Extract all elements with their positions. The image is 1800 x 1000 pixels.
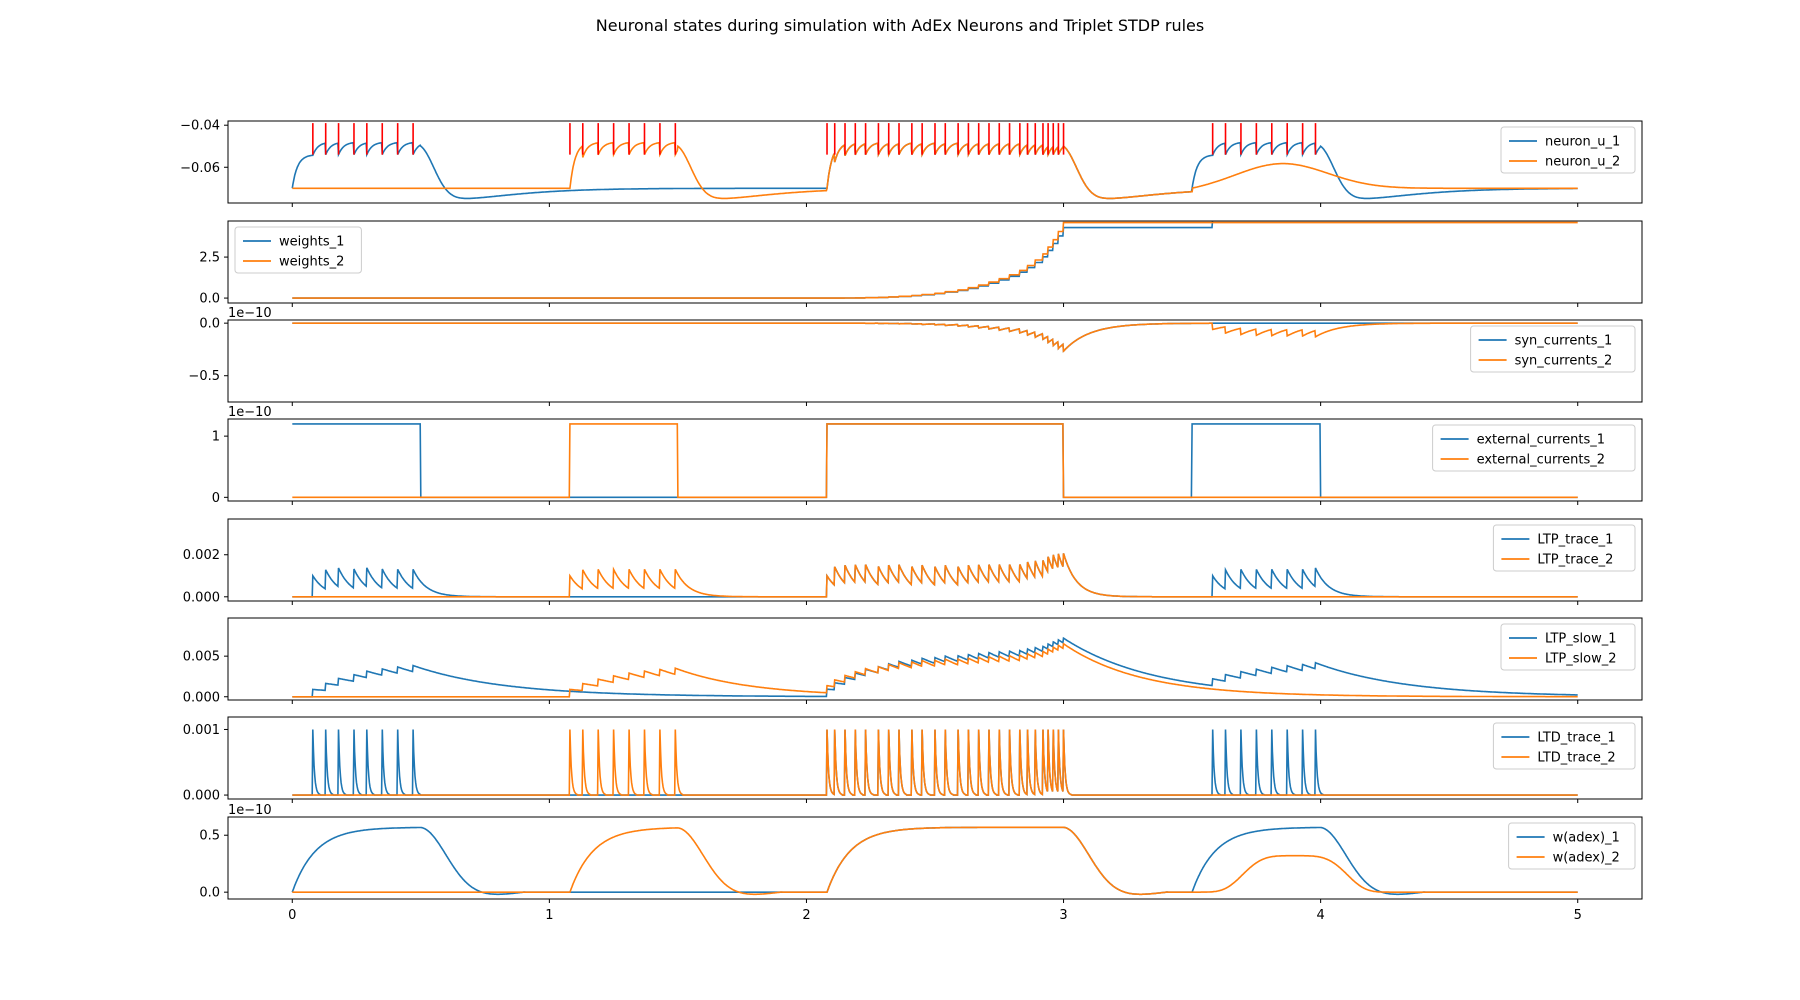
series-line-w(adex)_2 [292, 827, 1577, 894]
x-tick-label: 4 [1316, 908, 1324, 923]
legend-entry: external_currents_1 [1477, 433, 1605, 448]
series-line-LTP_slow_1 [292, 638, 1577, 697]
y-tick-label: 0 [212, 491, 220, 506]
series-line-weights_2 [292, 223, 1577, 299]
panel-neuron_u: −0.04 −0.06 neuron_u_1 neuron_u_2 [180, 119, 1642, 207]
y-tick-label: 0.005 [183, 650, 220, 665]
y-tick-label: 0.002 [183, 548, 220, 563]
series-line-w(adex)_1 [292, 827, 1577, 894]
legend-entry: LTP_slow_2 [1545, 652, 1616, 667]
y-offset-label: 1e−10 [228, 405, 272, 420]
x-tick-label: 3 [1059, 908, 1067, 923]
y-tick-label: 0.000 [183, 690, 220, 705]
y-tick-label: 0.000 [183, 590, 220, 605]
legend-entry: neuron_u_1 [1545, 135, 1620, 150]
axes-frame [228, 419, 1642, 501]
legend-entry: weights_1 [279, 235, 344, 250]
legend-neuron_u: neuron_u_1 neuron_u_2 [1501, 127, 1635, 173]
panel-LTD_trace: 0.001 0.000 LTD_trace_1 LTD_trace_2 [183, 717, 1642, 804]
axes-frame [228, 320, 1642, 402]
legend-LTP_slow: LTP_slow_1 LTP_slow_2 [1501, 624, 1635, 670]
y-tick-label: 1 [212, 430, 220, 445]
series-line-external_currents_2 [292, 424, 1577, 497]
panel-LTP_slow: 0.005 0.000 LTP_slow_1 LTP_slow_2 [183, 618, 1642, 705]
x-tick-label: 1 [545, 908, 553, 923]
series-line-syn_currents_1 [292, 323, 1577, 351]
legend-w_adex: w(adex)_1 w(adex)_2 [1509, 823, 1635, 869]
legend-entry: weights_2 [279, 255, 344, 270]
legend-entry: LTD_trace_2 [1537, 751, 1615, 766]
panel-weights: 2.5 0.0 weights_1 weights_2 [199, 132, 1642, 307]
series-line-external_currents_1 [292, 424, 1577, 497]
y-tick-label: 0.0 [199, 317, 220, 332]
y-tick-label: −0.5 [188, 369, 220, 384]
y-offset-label: 1e−10 [228, 803, 272, 818]
y-offset-label: 1e−10 [228, 306, 272, 321]
legend-entry: syn_currents_1 [1515, 334, 1613, 349]
axes-frame [228, 519, 1642, 601]
legend-LTP_trace: LTP_trace_1 LTP_trace_2 [1493, 525, 1635, 571]
x-tick-label: 0 [288, 908, 296, 923]
legend-entry: syn_currents_2 [1515, 354, 1613, 369]
series-line-weights_1 [292, 132, 1577, 298]
x-tick-label: 2 [802, 908, 810, 923]
panel-w_adex: 0.5 0.0 1e−10 0 1 2 3 4 5 w(adex)_1 w(adex)_2 [199, 803, 1642, 923]
legend-entry: LTP_trace_1 [1537, 533, 1613, 548]
legend-entry: LTP_trace_2 [1537, 553, 1613, 568]
y-tick-label: −0.04 [180, 119, 220, 134]
y-tick-label: 0.0 [199, 886, 220, 901]
axes-frame [228, 817, 1642, 899]
legend-entry: LTD_trace_1 [1537, 731, 1615, 746]
axes-frame [228, 221, 1642, 303]
series-line-LTD_trace_2 [292, 730, 1577, 796]
y-tick-label: −0.06 [180, 161, 220, 176]
panel-syn_currents: 0.0 −0.5 1e−10 syn_currents_1 syn_currents_2 [188, 306, 1642, 406]
legend-entry: external_currents_2 [1477, 453, 1605, 468]
y-tick-label: 0.0 [199, 292, 220, 307]
y-tick-label: 0.001 [183, 723, 220, 738]
legend-entry: LTP_slow_1 [1545, 632, 1616, 647]
panel-external_currents: 101e−10external_currents_1external_curre… [212, 405, 1642, 506]
legend-entry: neuron_u_2 [1545, 155, 1620, 170]
legend-entry: w(adex)_2 [1553, 851, 1620, 866]
y-tick-label: 0.000 [183, 789, 220, 804]
y-tick-label: 2.5 [199, 251, 220, 266]
y-tick-label: 0.5 [199, 829, 220, 844]
legend-syn_currents: syn_currents_1 syn_currents_2 [1471, 326, 1635, 372]
series-line-LTP_slow_2 [292, 644, 1577, 697]
series-line-LTP_trace_2 [292, 553, 1577, 596]
legend-weights: weights_1 weights_2 [235, 227, 361, 273]
x-tick-label: 5 [1574, 908, 1582, 923]
series-line-syn_currents_2 [292, 323, 1577, 351]
legend-entry: w(adex)_1 [1553, 831, 1620, 846]
legend-LTD_trace: LTD_trace_1 LTD_trace_2 [1493, 723, 1635, 769]
panel-LTP_trace: 0.002 0.000 LTP_trace_1 LTP_trace_2 [183, 519, 1642, 605]
legend-external_currents: external_currents_1 external_currents_2 [1433, 425, 1635, 471]
